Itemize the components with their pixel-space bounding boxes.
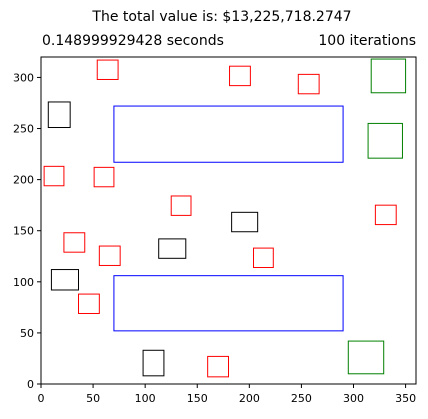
rectangle-black-16	[50, 269, 80, 291]
plot-frame	[40, 56, 417, 385]
y-tick-label: 200	[13, 174, 34, 187]
x-tick-label: 0	[38, 392, 45, 405]
x-tick-label: 250	[291, 392, 312, 405]
elapsed-time-label: 0.148999929428 seconds	[42, 33, 224, 49]
x-tick-label: 350	[395, 392, 416, 405]
rectangle-black-10	[231, 211, 259, 233]
rectangle-blue-17	[113, 275, 344, 332]
x-axis: 0 50 100 150 200 250 300 350	[38, 384, 416, 405]
rectangle-red-1	[229, 65, 251, 87]
x-tick-label: 50	[86, 392, 100, 405]
rectangle-red-9	[170, 195, 192, 216]
y-tick-label: 150	[13, 225, 34, 238]
rectangle-green-20	[347, 340, 385, 375]
iterations-label: 100 iterations	[318, 33, 416, 49]
rectangle-red-11	[374, 204, 397, 226]
rectangle-red-21	[207, 355, 230, 378]
rectangle-green-3	[370, 58, 407, 94]
y-tick-label: 300	[13, 71, 34, 84]
x-tick-label: 100	[135, 392, 156, 405]
rectangle-black-19	[142, 349, 165, 377]
y-axis: 0 50 100 150 200 250 300	[13, 71, 41, 391]
chart-title: The total value is: $13,225,718.2747	[91, 9, 351, 25]
rectangle-black-4	[47, 101, 71, 129]
x-tick-label: 150	[187, 392, 208, 405]
rectangle-red-18	[78, 293, 100, 314]
y-tick-label: 250	[13, 123, 34, 136]
rectangle-red-14	[98, 245, 121, 266]
rectangle-red-0	[96, 59, 119, 80]
plot-marks	[43, 58, 407, 378]
rectangle-green-6	[367, 122, 403, 159]
y-tick-label: 50	[20, 327, 34, 340]
rectangle-blue-5	[113, 105, 344, 163]
y-tick-label: 100	[13, 276, 34, 289]
x-tick-label: 300	[343, 392, 364, 405]
rectangle-red-8	[93, 166, 115, 188]
rectangle-red-15	[253, 247, 274, 269]
rectangle-red-2	[297, 73, 320, 95]
x-tick-label: 200	[239, 392, 260, 405]
rectangle-red-7	[43, 165, 65, 187]
rectangle-black-13	[158, 238, 187, 259]
y-tick-label: 0	[27, 378, 34, 391]
rectangle-red-12	[63, 232, 86, 253]
